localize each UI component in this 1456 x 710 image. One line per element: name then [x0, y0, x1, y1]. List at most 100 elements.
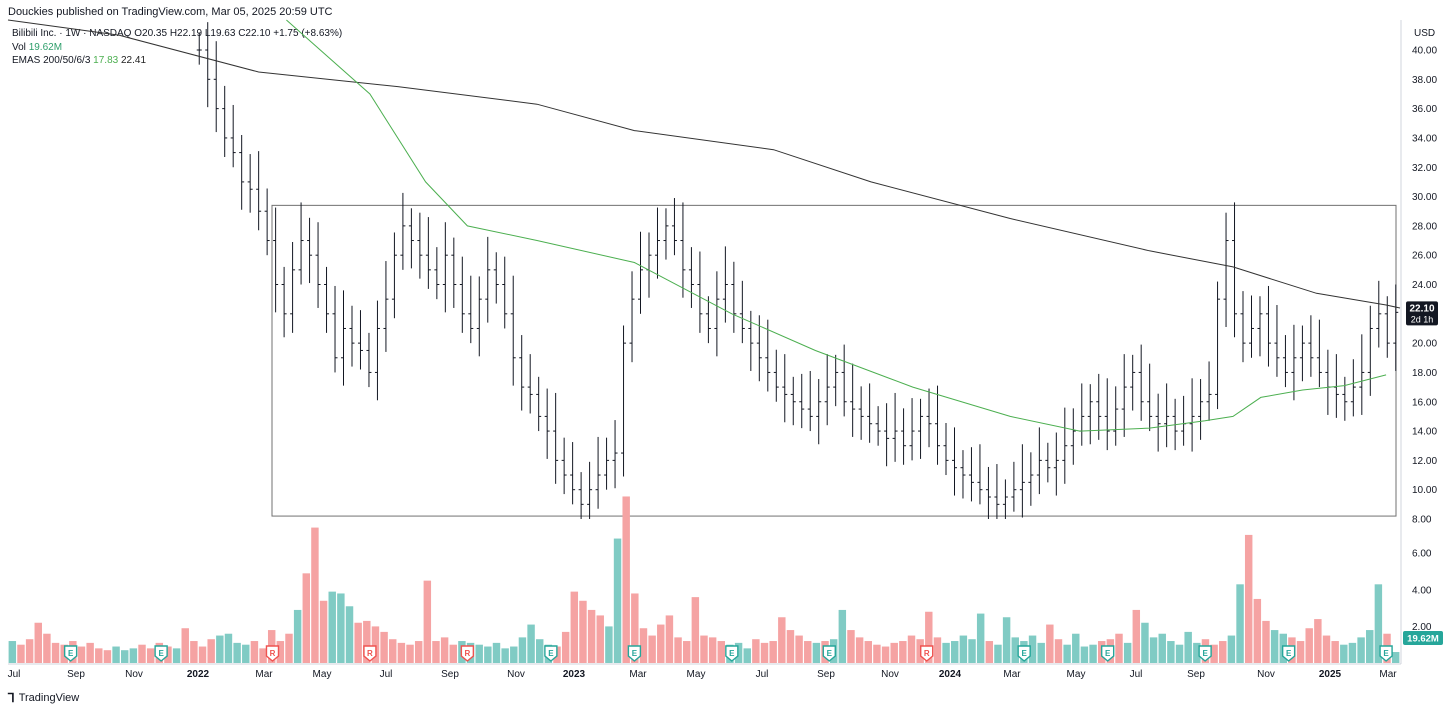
earnings-marker-icon[interactable]: E [1017, 645, 1031, 662]
volume-bar [968, 639, 976, 663]
volume-bar [631, 593, 639, 663]
dividend-marker-icon[interactable]: R [363, 645, 377, 662]
earnings-marker-icon[interactable]: E [1379, 645, 1393, 662]
volume-bar [700, 635, 708, 663]
brand-name: TradingView [18, 692, 80, 704]
volume-bar [1348, 642, 1357, 663]
marker-shape [920, 645, 934, 662]
volume-bar [734, 642, 743, 663]
marker-shape [63, 645, 78, 662]
volume-bar [440, 637, 449, 663]
earnings-marker-icon[interactable]: E [627, 645, 642, 662]
dividend-marker-icon[interactable]: R [920, 645, 934, 662]
volume-bar [1046, 624, 1054, 663]
volume-bar [285, 633, 293, 663]
y-tick-label: 4.00 [1412, 585, 1432, 596]
marker-letter: R [367, 649, 373, 658]
earnings-marker-icon[interactable]: E [1198, 645, 1212, 662]
volume-bar [319, 600, 328, 663]
volume-tag-value: 19.62M [1407, 634, 1439, 645]
x-tick-label: Jul [8, 669, 21, 680]
earnings-marker-icon[interactable]: E [544, 645, 558, 662]
volume-bar [164, 646, 172, 663]
volume-bar [976, 613, 985, 663]
published-header: Douckies published on TradingView.com, M… [8, 6, 333, 18]
volume-bar [622, 496, 630, 663]
volume-bar [449, 644, 457, 663]
volume-bar [1080, 646, 1089, 663]
volume-bar [337, 593, 345, 663]
y-tick-label: 18.00 [1412, 368, 1437, 379]
x-tick-label: Nov [125, 669, 143, 680]
marker-shape [460, 645, 475, 662]
marker-shape [822, 645, 836, 662]
volume-bar [363, 620, 371, 663]
range-box [271, 204, 1397, 517]
volume-bar [397, 642, 406, 663]
earnings-marker-icon[interactable]: E [1281, 645, 1296, 662]
volume-bar [86, 642, 94, 663]
volume-bar [873, 644, 881, 663]
marker-shape [544, 645, 558, 662]
volume-bar [959, 635, 968, 663]
volume-tag [1403, 631, 1443, 645]
volume-bar [146, 648, 155, 663]
marker-letter: E [68, 649, 74, 658]
earnings-marker-icon[interactable]: E [63, 645, 78, 662]
volume-bar [1322, 635, 1331, 663]
marker-letter: E [632, 649, 638, 658]
volume-bar [665, 615, 674, 663]
dividend-marker-icon[interactable]: R [265, 645, 280, 662]
volume-bar [778, 617, 786, 663]
x-tick-label: Sep [67, 669, 85, 680]
marker-letter: E [1021, 649, 1027, 658]
x-tick-label: Jul [1130, 669, 1143, 680]
volume-bar [1167, 641, 1175, 663]
volume-bar [933, 637, 942, 663]
volume-bar [786, 630, 795, 663]
marker-shape [265, 645, 280, 662]
volume-bar [1115, 633, 1123, 663]
volume-bar [639, 628, 648, 663]
y-tick-label: 28.00 [1412, 221, 1437, 232]
volume-bar [43, 633, 51, 663]
dividend-marker-icon[interactable]: R [460, 645, 475, 662]
symbol-line: Bilibili Inc. · 1W · NASDAQ O20.35 H22.1… [12, 28, 343, 39]
earnings-marker-icon[interactable]: E [822, 645, 836, 662]
volume-bar [380, 631, 388, 663]
volume-bar [371, 626, 380, 663]
volume-bar [561, 631, 570, 663]
volume-bar [657, 624, 665, 663]
volume-bar [951, 641, 959, 663]
x-tick-label: Mar [1003, 669, 1021, 680]
volume-bar [484, 646, 492, 663]
earnings-marker-icon[interactable]: E [725, 645, 739, 662]
price-chart[interactable]: USD 40.00 38.00 36.00 34.00 32.00 30.00 28.00 26… [0, 0, 1456, 690]
y-tick-label: 26.00 [1412, 251, 1437, 262]
volume-bar [1063, 644, 1071, 663]
volume-bar [1054, 639, 1063, 663]
bar-countdown: 2d 1h [1411, 314, 1434, 324]
volume-bar [1244, 534, 1253, 663]
volume-bar [804, 641, 812, 663]
volume-bar [138, 644, 146, 663]
volume-bar [95, 648, 103, 663]
earnings-marker-icon[interactable]: E [154, 645, 168, 662]
volume-bar [311, 527, 319, 663]
volume-bar [847, 630, 855, 663]
volume-bar [613, 538, 622, 663]
volume-bar [925, 611, 933, 663]
earnings-marker-icon[interactable]: E [1100, 645, 1115, 662]
marker-shape [1379, 645, 1393, 662]
volume-bar [250, 641, 259, 663]
volume-bar [1296, 641, 1305, 663]
x-tick-label: May [687, 669, 706, 680]
y-tick-label: 6.00 [1412, 549, 1432, 560]
volume-bar [1305, 628, 1313, 663]
volume-bar [899, 641, 907, 663]
volume-bar [812, 642, 821, 663]
x-tick-label: Nov [881, 669, 899, 680]
volume-bar [1132, 609, 1141, 663]
volume-line: Vol 19.62M [12, 41, 342, 55]
volume-bar [1089, 644, 1097, 663]
